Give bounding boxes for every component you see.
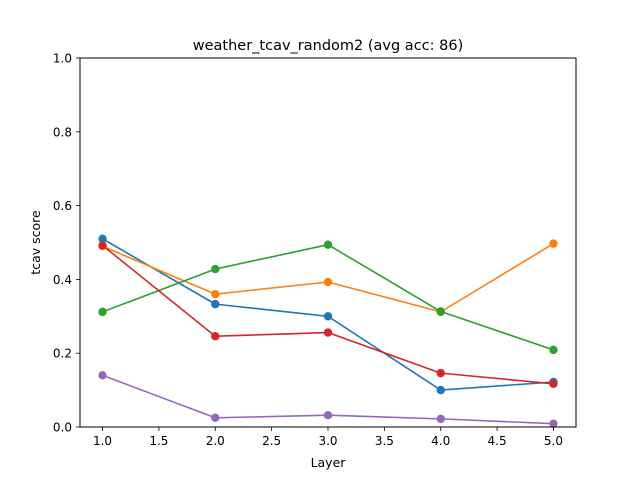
x-tick-label: 1.5 [149,434,168,448]
plot-area [79,57,577,428]
data-point [436,385,445,395]
data-point [323,240,333,249]
data-point [211,413,220,422]
x-tick-label: 4.5 [488,434,507,448]
data-point [211,264,220,274]
y-tick-label: 0.8 [53,125,72,139]
series-3 [98,240,558,355]
y-tick-label: 0.0 [53,421,72,435]
series-4 [98,241,558,389]
x-tick-label: 1.0 [93,434,112,448]
x-axis-label: Layer [311,455,347,470]
x-axis: 1.0 1.5 2.0 2.5 3.0 3.5 4.0 4.5 5.0 [93,427,563,448]
x-tick-label: 3.5 [375,434,394,448]
series-2 [98,239,558,317]
data-point [98,371,107,380]
series-layer [98,234,558,428]
x-tick-label: 5.0 [544,434,563,448]
y-tick-label: 0.2 [53,347,72,361]
y-axis-label: tcav score [28,210,43,275]
data-point [436,307,445,316]
data-point [211,289,220,299]
series-1 [98,234,558,395]
data-point [549,239,558,248]
data-point [98,307,107,317]
data-point [211,299,220,309]
y-tick-label: 1.0 [53,52,72,66]
data-point [323,312,333,321]
data-point [549,345,558,355]
x-tick-label: 3.0 [318,434,337,448]
series-5 [98,371,558,428]
data-point [323,277,333,287]
x-tick-label: 2.0 [206,434,225,448]
data-point [436,414,445,424]
y-axis: 0.0 0.2 0.4 0.6 0.8 1.0 [53,52,80,435]
data-point [323,328,333,337]
data-point [211,332,220,341]
x-tick-label: 4.0 [431,434,450,448]
data-point [323,410,333,420]
data-point [98,241,107,250]
data-point [436,368,445,378]
chart-title: weather_tcav_random2 (avg acc: 86) [193,38,464,54]
y-tick-label: 0.4 [53,273,72,287]
y-tick-label: 0.6 [53,199,72,213]
data-point [98,234,107,244]
data-point [549,419,558,428]
x-tick-label: 2.5 [262,434,281,448]
data-point [549,379,558,389]
